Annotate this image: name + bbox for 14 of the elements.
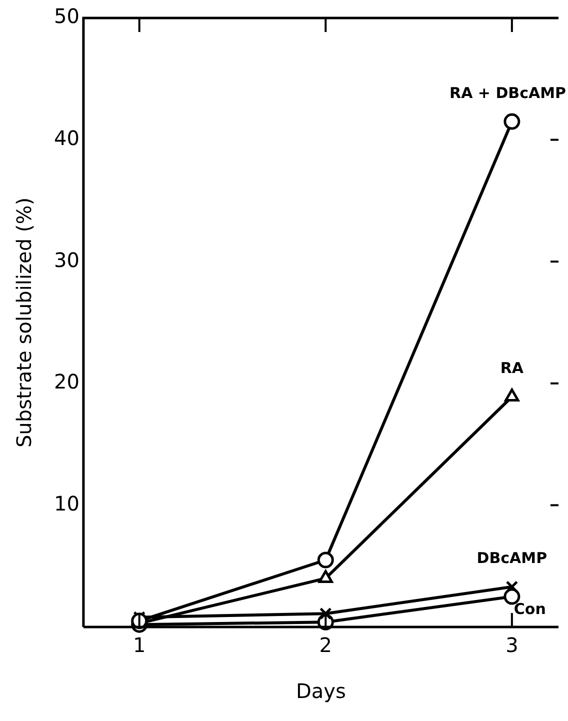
x-tick-label: 1 [132, 633, 146, 658]
series-label: RA [500, 359, 524, 378]
x-tick-label: 3 [506, 633, 518, 658]
series-label: DBcAMP [476, 549, 548, 568]
y-tick-label: 10 [54, 491, 80, 516]
y-tick-label: 20 [54, 370, 80, 394]
series-label: RA + DBcAMP [450, 84, 566, 102]
series-label: Con [514, 600, 546, 618]
y-axis-title: Substrate solubilized (%) [12, 197, 36, 448]
x-tick-label: 2 [319, 633, 332, 658]
y-tick-label: 50 [54, 4, 80, 28]
y-tick-label: 40 [54, 126, 80, 150]
x-axis-title: Days [296, 679, 346, 704]
y-tick-label: 30 [54, 248, 80, 272]
